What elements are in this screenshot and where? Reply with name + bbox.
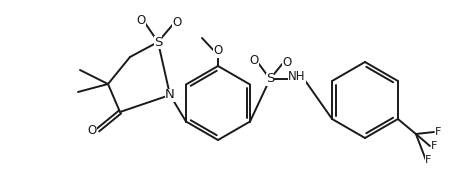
Text: O: O [172, 15, 182, 29]
Text: F: F [431, 141, 437, 151]
Text: S: S [154, 36, 162, 49]
Text: F: F [435, 127, 441, 137]
Text: F: F [425, 155, 431, 165]
Text: O: O [87, 124, 97, 137]
Text: O: O [249, 54, 259, 67]
Text: O: O [283, 56, 292, 70]
Text: O: O [136, 14, 146, 27]
Text: O: O [213, 45, 223, 58]
Text: S: S [266, 73, 274, 86]
Text: NH: NH [288, 71, 306, 83]
Text: N: N [165, 89, 175, 102]
